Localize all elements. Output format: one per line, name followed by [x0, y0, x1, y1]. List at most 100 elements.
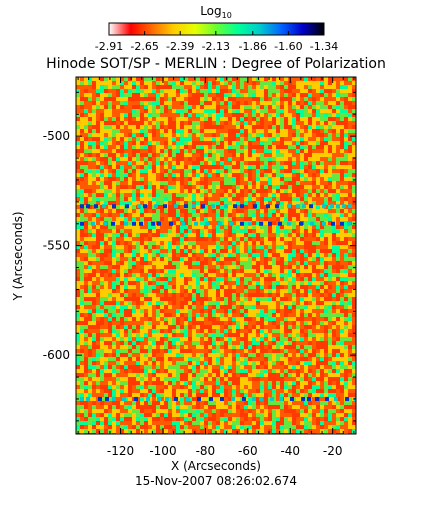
- map-pixel: [256, 201, 260, 205]
- map-pixel: [100, 145, 104, 149]
- map-pixel: [148, 333, 152, 337]
- map-pixel: [332, 201, 336, 205]
- map-pixel: [144, 189, 148, 193]
- map-pixel: [208, 237, 212, 241]
- map-pixel: [116, 225, 120, 229]
- map-pixel: [344, 149, 348, 153]
- map-pixel: [168, 145, 172, 149]
- map-pixel: [144, 237, 148, 241]
- map-pixel: [120, 141, 124, 145]
- map-pixel: [216, 209, 220, 213]
- map-pixel: [268, 269, 272, 273]
- map-pixel: [148, 77, 152, 81]
- map-pixel: [296, 357, 300, 361]
- map-pixel: [340, 233, 344, 237]
- map-pixel: [116, 153, 120, 157]
- map-pixel: [192, 177, 196, 181]
- map-pixel: [312, 125, 316, 129]
- map-pixel: [332, 229, 336, 233]
- map-pixel: [300, 345, 304, 349]
- map-pixel: [96, 353, 100, 357]
- map-pixel: [256, 337, 260, 341]
- map-pixel: [232, 157, 236, 161]
- map-pixel: [120, 317, 124, 321]
- map-pixel: [268, 229, 272, 233]
- map-pixel: [352, 329, 356, 333]
- map-pixel: [340, 301, 344, 305]
- map-pixel: [292, 341, 296, 345]
- colorbar-tick-label: -2.91: [95, 40, 123, 53]
- map-pixel: [96, 349, 100, 353]
- map-pixel: [192, 213, 196, 217]
- map-pixel: [324, 265, 328, 269]
- map-pixel: [340, 329, 344, 333]
- map-pixel: [100, 213, 104, 217]
- map-pixel: [120, 257, 124, 261]
- map-pixel: [248, 185, 252, 189]
- map-pixel: [216, 233, 220, 237]
- map-pixel: [276, 197, 280, 201]
- map-pixel: [280, 333, 284, 337]
- map-pixel: [332, 273, 336, 277]
- map-pixel: [172, 333, 176, 337]
- map-pixel: [76, 153, 80, 157]
- map-pixel: [172, 157, 176, 161]
- map-pixel: [140, 129, 144, 133]
- map-pixel: [180, 285, 184, 289]
- map-pixel: [104, 89, 108, 93]
- map-pixel: [320, 117, 324, 121]
- map-pixel: [84, 361, 88, 365]
- map-pixel: [296, 261, 300, 265]
- map-pixel: [240, 289, 244, 293]
- map-pixel: [124, 189, 128, 193]
- map-pixel: [244, 273, 248, 277]
- map-pixel: [348, 301, 352, 305]
- map-pixel: [188, 125, 192, 129]
- map-pixel: [272, 285, 276, 289]
- map-pixel: [272, 297, 276, 301]
- map-pixel: [248, 337, 252, 341]
- map-pixel: [292, 109, 296, 113]
- map-pixel: [128, 169, 132, 173]
- map-pixel: [184, 257, 188, 261]
- map-pixel: [292, 149, 296, 153]
- map-pixel: [252, 305, 256, 309]
- map-pixel: [92, 201, 96, 205]
- colorbar-label: Log10: [200, 4, 232, 20]
- map-pixel: [200, 281, 204, 285]
- map-pixel: [232, 121, 236, 125]
- map-pixel: [172, 89, 176, 93]
- map-pixel: [208, 357, 212, 361]
- map-pixel: [232, 353, 236, 357]
- map-pixel: [80, 241, 84, 245]
- map-pixel: [252, 157, 256, 161]
- map-pixel: [324, 329, 328, 333]
- map-pixel: [248, 93, 252, 97]
- map-pixel: [184, 333, 188, 337]
- map-pixel: [80, 81, 84, 85]
- map-pixel: [268, 81, 272, 85]
- map-pixel: [192, 289, 196, 293]
- map-pixel: [204, 205, 208, 209]
- map-pixel: [108, 157, 112, 161]
- map-pixel: [128, 217, 132, 221]
- map-pixel: [224, 297, 228, 301]
- map-pixel: [176, 105, 180, 109]
- map-pixel: [312, 97, 316, 101]
- map-pixel: [236, 181, 240, 185]
- map-pixel: [220, 265, 224, 269]
- map-pixel: [120, 81, 124, 85]
- map-pixel: [272, 249, 276, 253]
- map-pixel: [80, 357, 84, 361]
- map-pixel: [204, 317, 208, 321]
- map-pixel: [260, 313, 264, 317]
- map-pixel: [96, 121, 100, 125]
- map-pixel: [100, 161, 104, 165]
- map-pixel: [328, 221, 332, 225]
- map-pixel: [184, 225, 188, 229]
- map-pixel: [116, 105, 120, 109]
- map-pixel: [188, 285, 192, 289]
- map-pixel: [272, 289, 276, 293]
- map-pixel: [152, 93, 156, 97]
- map-pixel: [152, 245, 156, 249]
